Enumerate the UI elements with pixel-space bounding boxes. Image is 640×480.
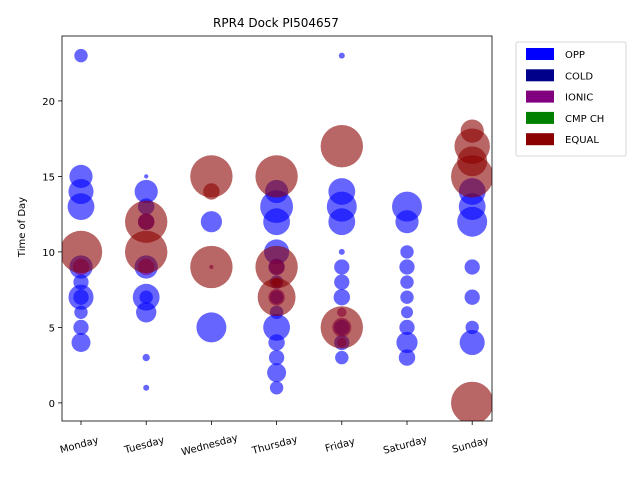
data-point-equal [320,125,363,168]
data-point-opp [395,210,419,234]
legend-swatch [526,90,554,103]
y-tick-label: 5 [49,323,55,334]
legend-swatch [526,133,554,146]
legend-swatch [526,48,554,60]
data-point-opp [396,331,418,354]
data-point-opp [338,52,345,59]
data-point-opp [268,349,285,366]
data-point-equal [451,155,492,198]
data-point-opp [269,381,284,395]
data-point-opp [74,48,88,63]
data-point-equal [190,155,233,198]
data-point-equal [255,155,298,198]
legend-label: OPP [565,50,585,61]
data-point-opp [74,305,88,319]
data-point-opp [267,363,287,383]
data-point-opp [400,275,414,289]
data-point-opp [464,259,480,275]
data-point-opp [399,319,415,336]
data-point-equal [125,230,168,274]
data-point-opp [142,353,150,362]
data-point-opp [73,289,89,305]
data-point-opp [143,384,150,391]
data-point-opp [71,333,91,352]
legend-label: CMP CH [565,114,604,125]
data-point-opp [400,245,414,259]
data-point-equal [62,230,103,274]
points-layer [62,48,492,421]
data-point-opp [328,208,356,236]
data-point-opp [399,259,415,275]
legend-swatch [526,69,554,82]
y-tick-label: 0 [49,399,55,410]
data-point-opp [400,290,414,304]
data-point-equal [203,183,220,200]
data-point-opp [144,174,149,179]
data-point-opp [338,248,345,255]
data-point-opp [263,313,290,341]
y-axis-label: Time of Day [17,197,28,258]
legend-swatch [526,111,554,124]
legend: OPP COLD IONIC CMP CH EQUAL [515,41,627,157]
legend-label: COLD [565,71,593,82]
data-point-opp [398,349,416,366]
data-point-opp [268,334,285,351]
data-point-opp [67,193,95,221]
chart-title: RPR4 Dock PI504657 [213,16,339,30]
data-point-opp [459,329,485,356]
data-point-opp [334,274,350,290]
data-point-opp [196,312,227,343]
data-point-opp [73,319,89,336]
data-point-equal [255,245,298,289]
data-point-opp [334,259,350,275]
data-point-equal [125,200,168,243]
data-point-opp [139,290,153,304]
y-tick-label: 20 [42,97,55,108]
data-point-opp [263,208,290,236]
data-point-equal [190,245,233,289]
data-point-equal [257,278,296,317]
data-point-opp [464,289,480,305]
data-point-opp [401,306,413,319]
data-point-opp [457,206,488,237]
data-point-opp [333,288,351,306]
data-point-equal [451,381,492,421]
data-point-opp [134,179,158,204]
y-tick-label: 10 [42,248,55,259]
data-point-equal [320,306,363,349]
legend-label: EQUAL [565,135,599,146]
legend-label: IONIC [565,93,593,104]
data-point-opp [136,302,157,323]
data-point-opp [335,350,349,365]
y-tick-label: 15 [42,172,55,183]
data-point-opp [200,211,222,233]
y-axis: 0 5 10 15 20 [42,97,62,410]
